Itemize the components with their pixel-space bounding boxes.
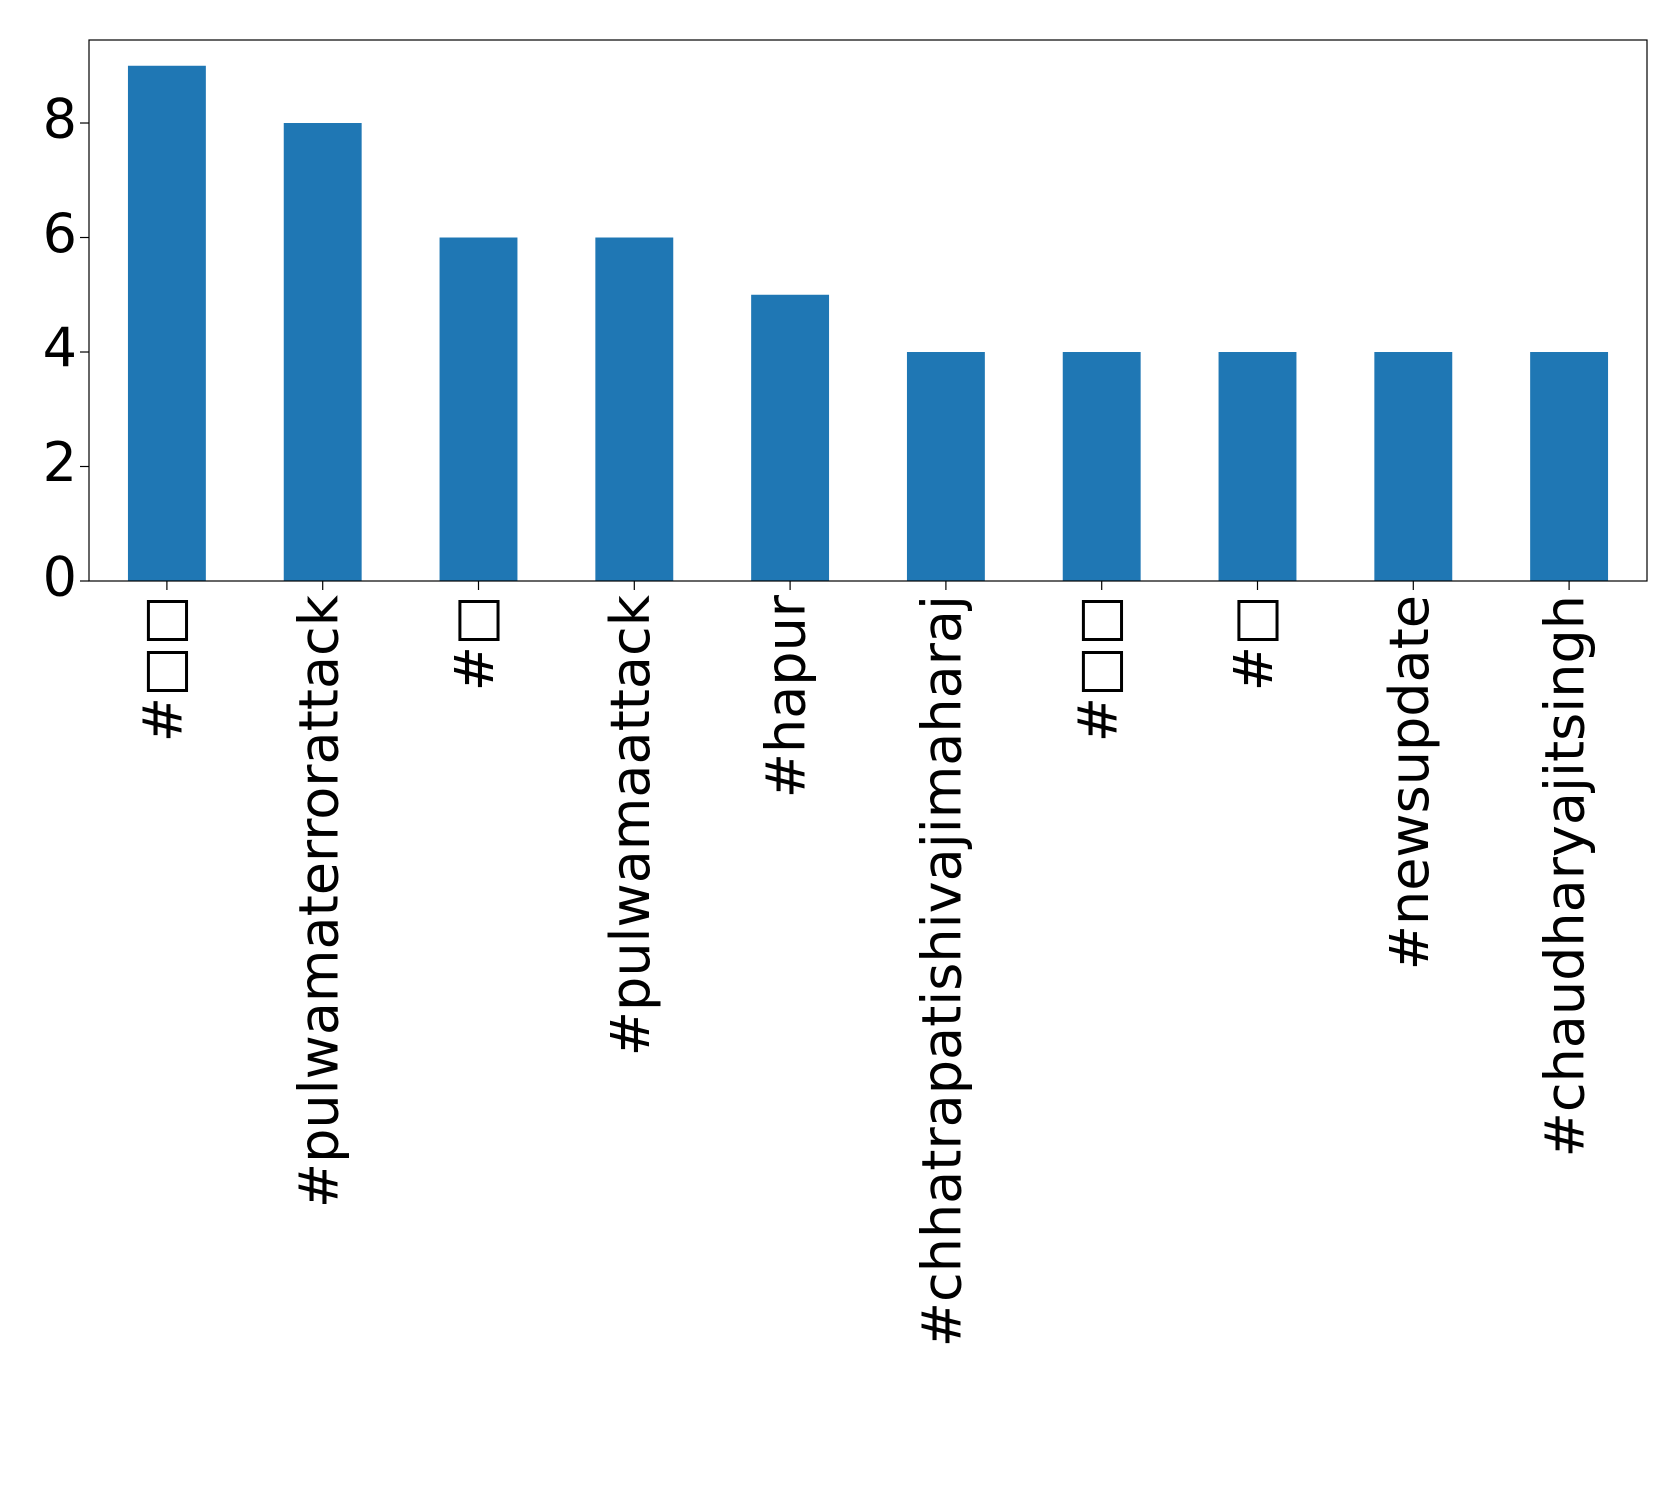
x-tick-label: #pulwamaterrorattack xyxy=(287,594,350,1208)
bar xyxy=(751,294,830,581)
y-tick-label: 6 xyxy=(43,202,77,265)
x-tick-label: #pulwamaattack xyxy=(599,594,662,1056)
bar xyxy=(127,65,206,581)
bar xyxy=(1530,352,1609,581)
x-tick-label: #chhatrapatishivajimaharaj xyxy=(911,595,974,1347)
bar xyxy=(439,237,518,581)
bar xyxy=(1062,352,1141,581)
x-tick-label: #newsupdate xyxy=(1378,595,1441,970)
plot-frame xyxy=(88,39,1648,582)
x-tick-label: #□□ xyxy=(1066,595,1129,742)
y-tick-label: 4 xyxy=(43,317,77,380)
y-tick-label: 0 xyxy=(43,546,77,609)
bar xyxy=(1218,352,1297,581)
bar xyxy=(906,352,985,581)
x-tick-label: #hapur xyxy=(755,594,818,798)
bar xyxy=(283,123,362,581)
x-tick-label: #□ xyxy=(1222,595,1285,691)
x-tick-label: #□□ xyxy=(132,595,195,742)
x-tick-label: #chaudharyajitsingh xyxy=(1534,595,1597,1157)
bar xyxy=(595,237,674,581)
bar xyxy=(1374,352,1453,581)
y-tick-label: 2 xyxy=(43,431,77,494)
x-tick-label: #□ xyxy=(443,595,506,691)
y-tick-label: 8 xyxy=(43,88,77,151)
